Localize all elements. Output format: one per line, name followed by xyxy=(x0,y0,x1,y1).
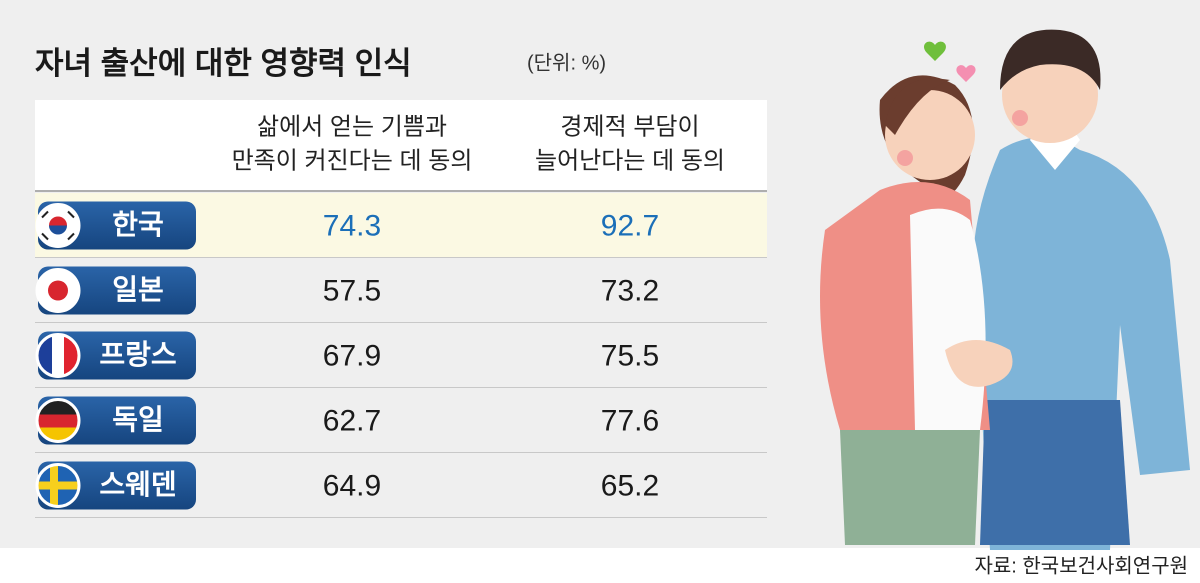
cheek xyxy=(1012,110,1028,126)
value: 73.2 xyxy=(601,274,659,307)
heart xyxy=(924,41,946,61)
value: 74.3 xyxy=(323,209,381,242)
value: 57.5 xyxy=(323,274,381,307)
illustration xyxy=(820,29,1190,550)
flag-ring xyxy=(35,333,81,378)
value: 62.7 xyxy=(323,404,381,437)
value: 75.5 xyxy=(601,339,659,372)
country: 스웨덴 xyxy=(99,469,176,500)
hands xyxy=(945,340,1013,387)
value: 64.9 xyxy=(323,469,381,502)
country-pill xyxy=(38,331,196,380)
man-jeans xyxy=(980,400,1130,545)
country-pill xyxy=(38,396,196,445)
woman-shirt xyxy=(910,208,986,430)
flag-ring xyxy=(35,268,81,313)
country-pill xyxy=(38,201,196,250)
column-header: 늘어난다는 데 동의 xyxy=(535,147,725,174)
value: 67.9 xyxy=(323,339,381,372)
flag-ring xyxy=(35,203,81,248)
woman-bangs xyxy=(885,78,950,135)
value: 65.2 xyxy=(601,469,659,502)
source: 자료: 한국보건사회연구원 xyxy=(974,554,1188,577)
heart xyxy=(956,65,976,82)
country: 일본 xyxy=(112,274,164,305)
cheek xyxy=(897,150,913,166)
column-header: 경제적 부담이 xyxy=(560,113,699,140)
value: 92.7 xyxy=(601,209,659,242)
flag-ring xyxy=(35,463,81,508)
woman-pants xyxy=(840,430,980,545)
column-header: 만족이 커진다는 데 동의 xyxy=(232,147,473,174)
country-pill xyxy=(38,266,196,315)
man-hair xyxy=(1000,29,1101,90)
country: 프랑스 xyxy=(99,339,176,370)
country-pill xyxy=(38,461,196,510)
flag-ring xyxy=(35,398,81,443)
value: 77.6 xyxy=(601,404,659,437)
title: 자녀 출산에 대한 영향력 인식 xyxy=(35,46,412,81)
column-header: 삶에서 얻는 기쁨과 xyxy=(257,113,447,140)
country: 한국 xyxy=(112,209,164,240)
country: 독일 xyxy=(112,404,164,435)
unit: (단위: %) xyxy=(527,51,606,74)
table-header-bg xyxy=(35,100,767,190)
